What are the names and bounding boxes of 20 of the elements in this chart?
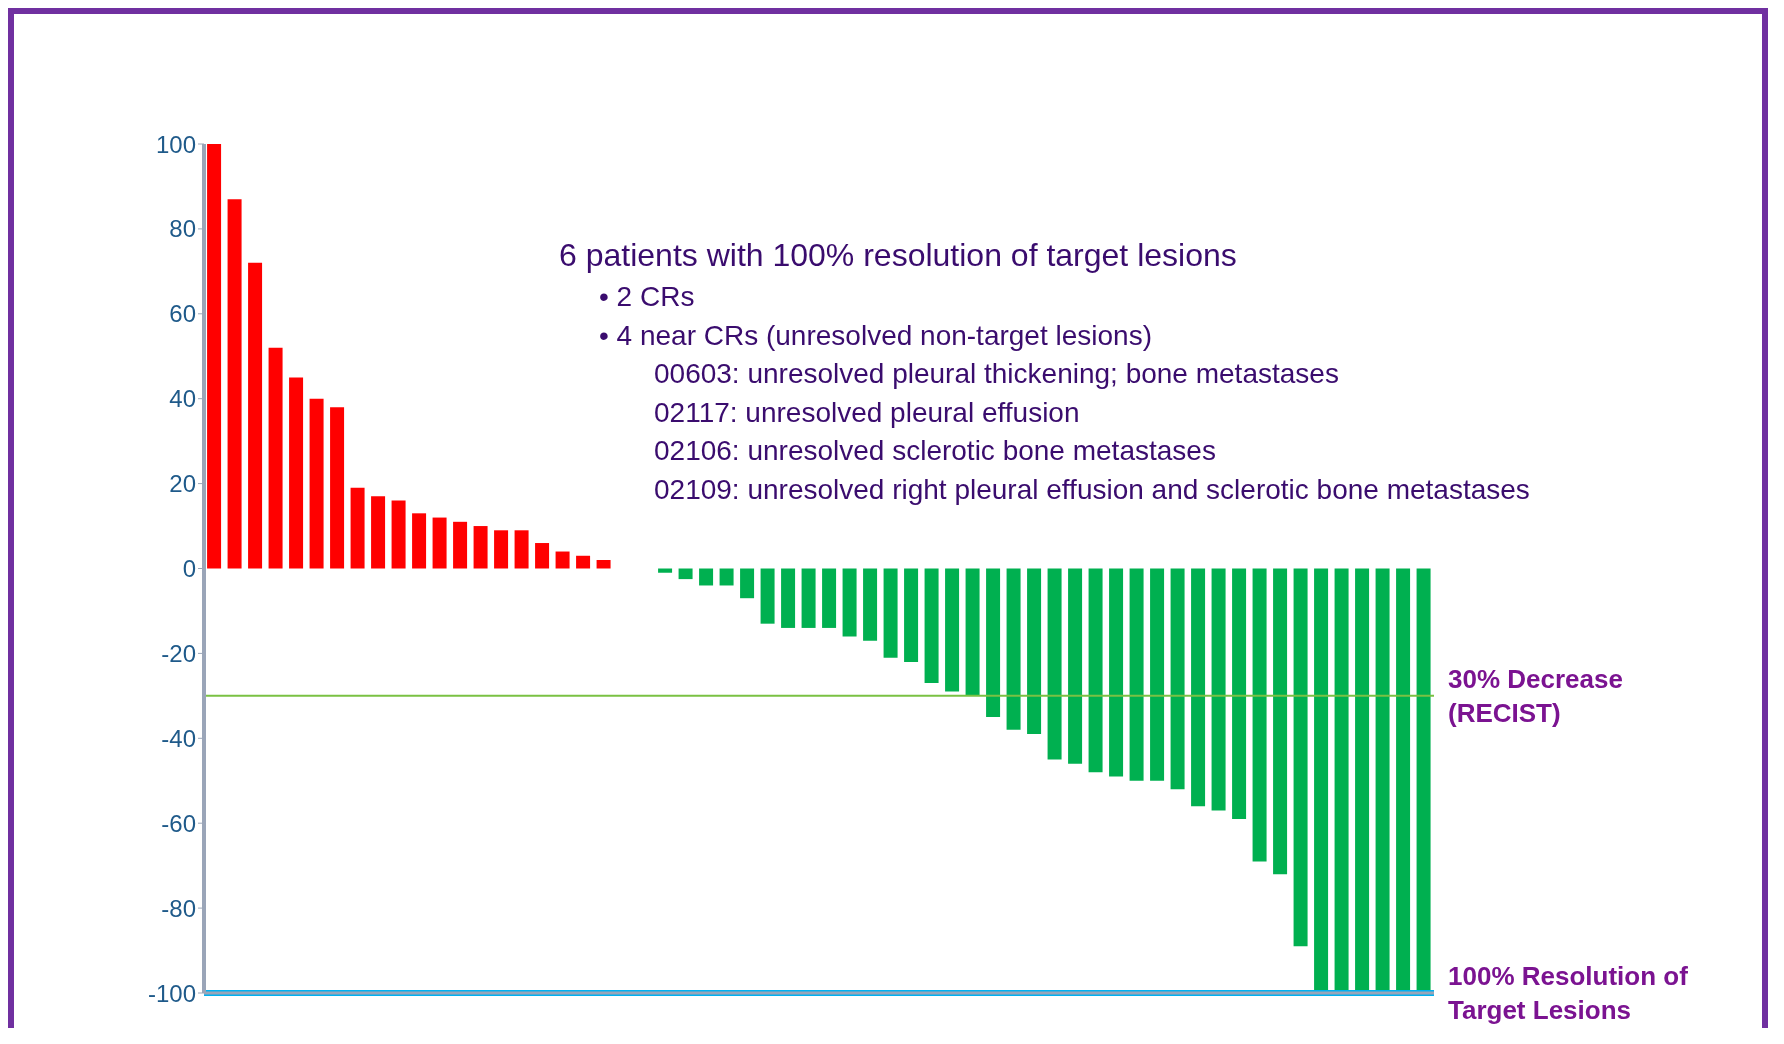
annotation: 02117: unresolved pleural effusion [653,395,1081,430]
y-tick-label: 0 [182,555,196,583]
y-tick-label: 20 [169,470,196,498]
y-tick-label: -20 [161,639,196,667]
ref-line-label: 30% Decrease (RECIST) [1448,662,1624,730]
y-tick-label: 40 [169,385,196,413]
y-tick-label: -40 [161,724,196,752]
y-tick-label: 100 [155,130,196,158]
annotation: 02106: unresolved sclerotic bone metastases [653,434,1217,468]
annotation: 00603: unresolved pleural thickening; bone metastases [653,357,1340,391]
y-tick-label: -100 [147,979,196,1007]
annotation: 6 patients with 100% resolution of target lesions [559,236,1238,275]
annotation: 02109: unresolved right pleural effusion and sclerotic bone metastases [653,472,1530,507]
y-tick-label: 60 [169,300,196,328]
y-tick-label: 80 [169,215,196,243]
y-tick-label: -80 [161,894,196,922]
y-tick-label: -60 [161,809,196,837]
annotation: • 4 near CRs (unresolved non-target lesions) [598,318,1153,353]
ref-line-label: 100% Resolution of Target Lesions [1448,960,1689,1026]
annotation: • 2 CRs [598,280,696,314]
